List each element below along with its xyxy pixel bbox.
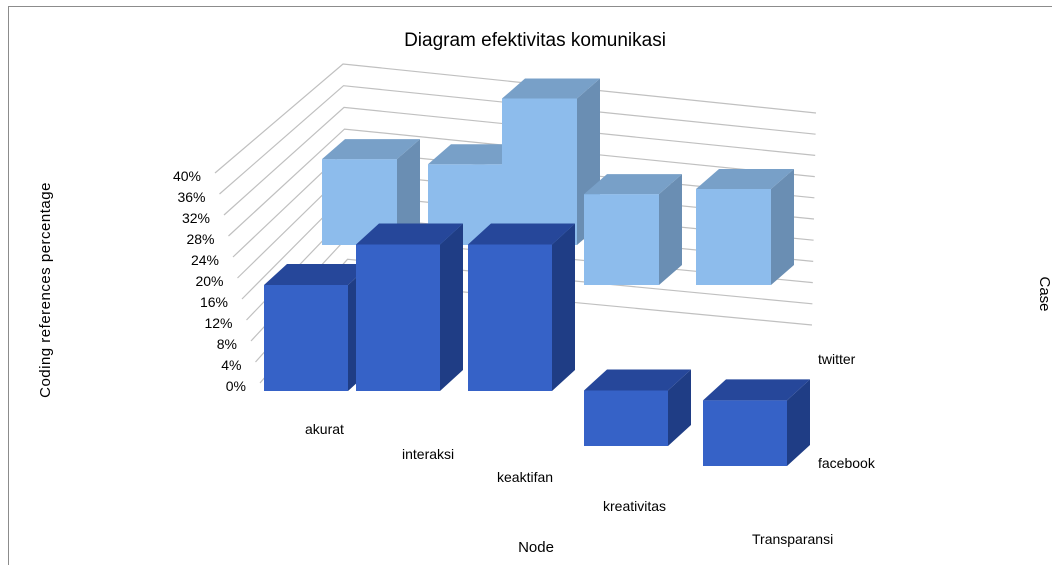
bar-front <box>468 244 552 391</box>
bar-top <box>584 174 682 195</box>
bar-facebook <box>584 369 691 446</box>
bar-facebook <box>356 223 463 391</box>
y-axis-ticks: 0% 4% 8% 12% 16% 20% 24% 28% 32% 36% 40% <box>173 168 246 394</box>
gridline <box>214 63 817 174</box>
y-tick-label: 20% <box>195 273 223 289</box>
bar-top <box>584 369 691 391</box>
bar-front <box>703 400 787 466</box>
y-tick-label: 40% <box>173 168 201 184</box>
category-label: interaksi <box>402 446 454 462</box>
series-label-facebook: facebook <box>818 455 876 471</box>
category-label: akurat <box>305 421 344 437</box>
bar-twitter <box>584 174 682 285</box>
y-tick-label: 32% <box>182 210 210 226</box>
y-axis-title: Coding references percentage <box>37 182 54 398</box>
bar-side <box>771 169 794 285</box>
bar-front <box>322 159 397 245</box>
chart-frame <box>8 6 1052 565</box>
bar-side <box>397 139 420 245</box>
bar-twitter <box>696 169 794 285</box>
category-label: kreativitas <box>603 498 666 514</box>
bar-facebook <box>264 263 371 391</box>
y-tick-label: 0% <box>226 378 246 394</box>
series-label-twitter: twitter <box>818 351 856 367</box>
bar-top <box>322 139 420 160</box>
category-label: Transparansi <box>752 531 833 547</box>
bar-top <box>356 223 463 245</box>
bar-front <box>584 194 659 285</box>
bar-top <box>468 223 575 245</box>
labels: akurat interaksi keaktifan kreativitas Trans… <box>305 351 876 547</box>
bar-facebook <box>468 223 575 391</box>
gridline <box>219 85 816 195</box>
y-tick-label: 8% <box>217 336 237 352</box>
bar-side <box>552 223 575 391</box>
bar-front <box>356 244 440 391</box>
bar-front <box>502 98 577 245</box>
bar-side <box>440 223 463 391</box>
bar-side <box>668 369 691 446</box>
chart-title: Diagram efektivitas komunikasi <box>404 30 666 51</box>
y-tick-label: 16% <box>200 294 228 310</box>
bar-front <box>584 390 668 446</box>
bar-front <box>264 284 348 391</box>
z-axis-title: Case <box>1036 276 1053 311</box>
bars <box>264 78 810 466</box>
x-axis-title: Node <box>518 539 554 556</box>
bar-top <box>428 144 526 165</box>
gridline <box>223 106 816 216</box>
y-tick-label: 36% <box>177 189 205 205</box>
y-tick-label: 12% <box>204 315 232 331</box>
gridline <box>228 128 815 237</box>
bar-side <box>659 174 682 285</box>
bar-top <box>703 379 810 401</box>
bar-side <box>787 379 810 466</box>
bar-top <box>502 78 600 99</box>
y-tick-label: 24% <box>191 252 219 268</box>
bar-front <box>696 189 771 285</box>
bar-facebook <box>703 379 810 466</box>
y-tick-label: 4% <box>221 357 241 373</box>
y-tick-label: 28% <box>186 231 214 247</box>
bar-top <box>264 263 371 285</box>
category-label: keaktifan <box>497 469 553 485</box>
bar-top <box>696 169 794 190</box>
bar-twitter <box>322 139 420 245</box>
